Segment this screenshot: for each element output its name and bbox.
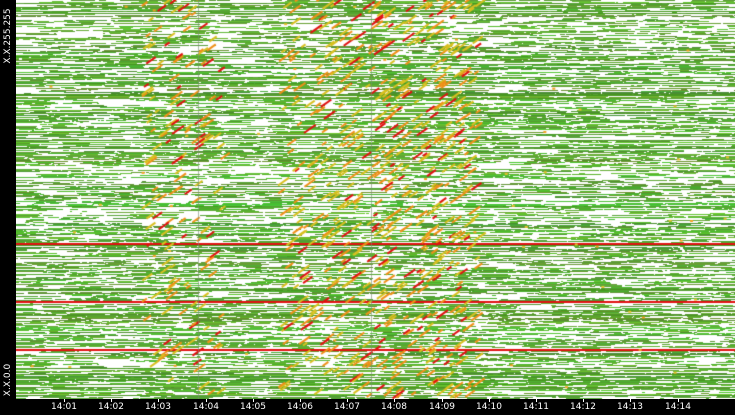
x-tick-label: 14:14 xyxy=(665,402,691,412)
x-tick-label: 14:11 xyxy=(523,402,549,412)
x-tick-mark xyxy=(300,399,301,402)
x-tick-label: 14:05 xyxy=(240,402,266,412)
x-tick-label: 14:06 xyxy=(287,402,313,412)
x-tick-label: 14:12 xyxy=(570,402,596,412)
x-tick-mark xyxy=(64,399,65,402)
x-tick-label: 14:09 xyxy=(429,402,455,412)
y-axis: X.X.255.255 X.X.0.0 xyxy=(0,0,16,399)
x-tick-mark xyxy=(347,399,348,402)
x-tick-mark xyxy=(253,399,254,402)
x-tick-label: 14:02 xyxy=(98,402,124,412)
x-tick-label: 14:13 xyxy=(617,402,643,412)
x-tick-mark xyxy=(630,399,631,402)
x-tick-mark xyxy=(583,399,584,402)
x-tick-mark xyxy=(158,399,159,402)
x-tick-label: 14:08 xyxy=(381,402,407,412)
ip-time-heatmap[interactable] xyxy=(16,0,735,399)
y-axis-top-label: X.X.255.255 xyxy=(3,8,13,64)
x-tick-label: 14:04 xyxy=(193,402,219,412)
x-tick-mark xyxy=(489,399,490,402)
x-tick-label: 14:03 xyxy=(145,402,171,412)
x-axis: 14:01 14:02 14:03 14:04 14:05 14:06 14:07 14:08… xyxy=(0,399,735,415)
x-tick-mark xyxy=(678,399,679,402)
y-axis-bottom-label: X.X.0.0 xyxy=(3,363,13,397)
x-tick-mark xyxy=(206,399,207,402)
x-tick-mark xyxy=(442,399,443,402)
x-tick-label: 14:01 xyxy=(51,402,77,412)
x-tick-mark xyxy=(536,399,537,402)
x-tick-label: 14:07 xyxy=(334,402,360,412)
heatmap-canvas[interactable] xyxy=(16,0,735,399)
x-tick-mark xyxy=(111,399,112,402)
x-tick-mark xyxy=(394,399,395,402)
x-tick-label: 14:10 xyxy=(476,402,502,412)
